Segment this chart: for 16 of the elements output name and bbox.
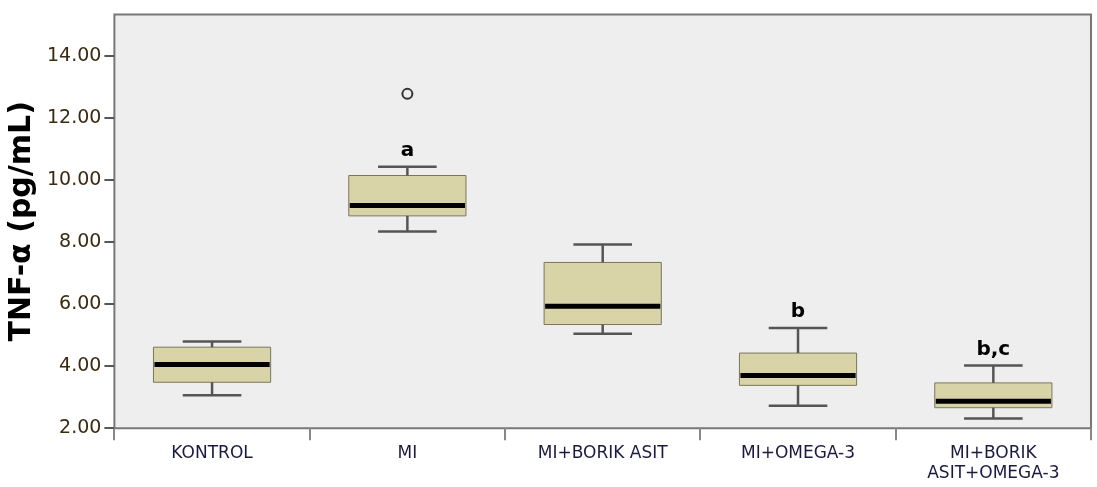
y-tick-label: 10.00 — [46, 166, 102, 189]
annotation: b,c — [976, 335, 1011, 360]
x-tick-label: KONTROL — [171, 441, 254, 462]
annotation: a — [400, 137, 415, 162]
y-tick-label: 8.00 — [59, 228, 102, 251]
x-tick-label: MI+BORIK ASIT — [537, 441, 669, 462]
y-tick-label: 14.00 — [46, 42, 102, 65]
x-tick-label: MI+OMEGA-3 — [740, 441, 856, 462]
y-tick-label: 6.00 — [59, 290, 102, 313]
y-tick-label: 4.00 — [59, 353, 102, 376]
y-tick-label: 2.00 — [59, 415, 102, 438]
annotation: b — [790, 298, 806, 323]
y-axis-title: TNF-α (pg/mL) — [1, 101, 37, 342]
y-tick-label: 12.00 — [46, 104, 102, 127]
x-tick-label: MI — [397, 441, 418, 462]
x-tick-label: MI+BORIK ASIT+OMEGA-3 — [927, 441, 1060, 483]
